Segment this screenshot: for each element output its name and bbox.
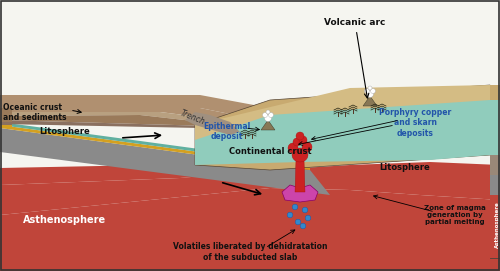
Polygon shape (195, 85, 490, 170)
Polygon shape (296, 132, 304, 140)
Text: Trench: Trench (180, 109, 206, 127)
Circle shape (264, 115, 272, 121)
Polygon shape (195, 85, 490, 145)
Circle shape (370, 89, 376, 93)
Polygon shape (185, 112, 240, 135)
Text: Asthenosphere: Asthenosphere (24, 215, 106, 225)
Text: Litosphere: Litosphere (380, 163, 430, 173)
Polygon shape (490, 85, 500, 100)
Polygon shape (0, 160, 220, 185)
Polygon shape (490, 85, 500, 258)
Circle shape (368, 86, 372, 90)
Circle shape (364, 89, 370, 93)
Circle shape (302, 207, 308, 213)
Polygon shape (299, 136, 307, 144)
Polygon shape (0, 128, 330, 195)
Polygon shape (293, 138, 301, 146)
Polygon shape (288, 143, 298, 153)
Polygon shape (363, 96, 377, 106)
Circle shape (366, 91, 374, 98)
Circle shape (305, 215, 311, 221)
Polygon shape (0, 122, 12, 128)
Circle shape (300, 223, 306, 229)
Polygon shape (0, 162, 500, 215)
Polygon shape (490, 175, 500, 195)
Text: Volcanic arc: Volcanic arc (324, 18, 386, 98)
Polygon shape (0, 108, 260, 122)
Polygon shape (302, 142, 312, 152)
Polygon shape (195, 100, 490, 165)
Text: Zone of magma
generation by
partial melting: Zone of magma generation by partial melt… (424, 205, 486, 225)
Polygon shape (0, 125, 310, 170)
Text: Asthenosphere: Asthenosphere (494, 202, 500, 249)
Polygon shape (292, 148, 308, 162)
Circle shape (262, 112, 268, 118)
Polygon shape (490, 100, 500, 155)
Polygon shape (490, 155, 500, 175)
Polygon shape (0, 115, 220, 126)
Polygon shape (282, 185, 318, 202)
Polygon shape (0, 108, 12, 128)
Text: Continental crust: Continental crust (228, 147, 312, 156)
Polygon shape (261, 120, 275, 130)
Polygon shape (0, 125, 12, 128)
Polygon shape (295, 160, 305, 192)
Circle shape (266, 110, 270, 114)
Text: Epithermal
deposit: Epithermal deposit (204, 122, 250, 141)
Text: Porphyry copper
and skarn
deposits: Porphyry copper and skarn deposits (379, 108, 451, 138)
Polygon shape (490, 195, 500, 258)
Polygon shape (0, 188, 500, 271)
Polygon shape (0, 112, 240, 124)
Circle shape (295, 219, 301, 225)
Polygon shape (0, 120, 210, 128)
Circle shape (268, 112, 274, 118)
Text: Litosphere: Litosphere (40, 127, 90, 137)
Circle shape (287, 212, 293, 218)
Polygon shape (0, 122, 310, 167)
Text: Oceanic crust
and sediments: Oceanic crust and sediments (3, 103, 66, 122)
Polygon shape (0, 95, 12, 108)
Circle shape (292, 204, 298, 210)
Text: Volatiles liberated by dehidratation
of the subducted slab: Volatiles liberated by dehidratation of … (173, 242, 327, 262)
Polygon shape (0, 95, 270, 120)
